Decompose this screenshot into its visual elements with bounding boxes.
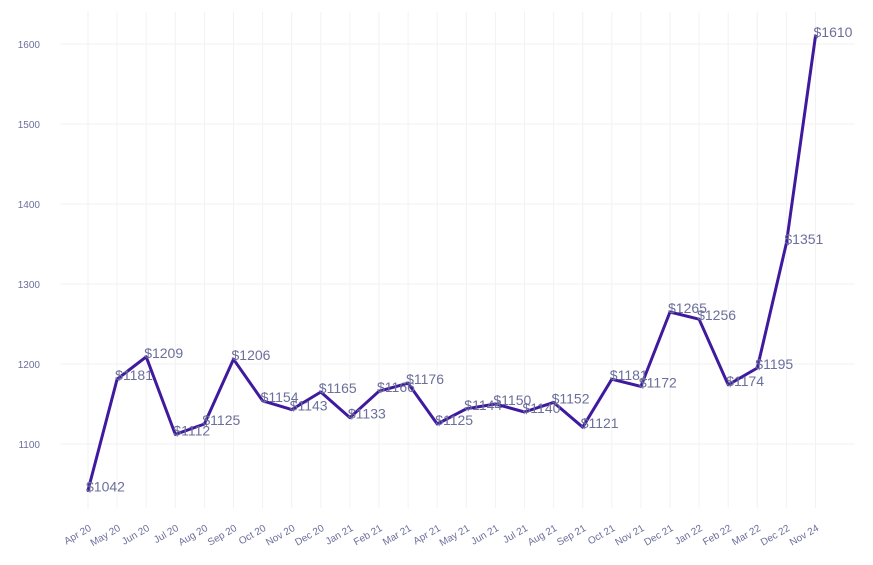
data-label: $1125 [202,412,240,428]
y-axis-ticks: 1100 1200 1300 1400 1500 1600 [18,40,41,451]
data-label: $1152 [552,390,590,406]
x-tick-label: Jul 21 [501,523,530,546]
data-label: $1351 [784,231,823,247]
y-tick-label: 1400 [18,200,41,211]
x-tick-label: Jun 21 [469,523,501,548]
data-label: $1176 [406,371,444,387]
data-label: $1209 [144,345,183,361]
data-label: $1256 [697,307,736,323]
x-tick-label: Aug 21 [526,523,559,549]
x-tick-label: Apr 21 [412,523,443,547]
x-tick-label: Aug 20 [177,523,210,549]
data-label: $1143 [290,398,328,414]
y-tick-label: 1300 [18,280,41,291]
data-label: $1150 [493,392,531,408]
x-tick-label: May 20 [89,523,123,549]
data-label: $1133 [348,406,386,422]
x-tick-label: Jul 20 [152,523,181,546]
data-label: $1206 [232,347,271,363]
data-label: $1181 [610,367,648,383]
data-label: $1166 [377,379,415,395]
x-tick-label: Sep 20 [206,523,239,549]
x-tick-label: Nov 24 [788,523,821,549]
x-tick-label: Oct 20 [237,523,268,547]
data-label: $1195 [755,356,793,372]
x-tick-label: Mar 21 [381,523,414,548]
x-tick-label: Jan 21 [324,523,356,548]
data-label: $1125 [435,412,473,428]
x-tick-label: Nov 21 [613,523,646,549]
x-tick-label: Feb 22 [701,523,734,548]
data-label: $1121 [581,415,619,431]
data-label: $1042 [86,478,125,494]
x-tick-label: Dec 20 [293,523,326,549]
y-tick-label: 1500 [18,120,41,131]
x-tick-label: Dec 22 [759,523,792,549]
x-tick-label: Nov 20 [264,523,297,549]
x-tick-label: Mar 22 [730,523,763,548]
data-label: $1181 [115,367,153,383]
x-tick-label: Jun 20 [120,523,152,548]
data-label: $1154 [261,389,299,405]
x-tick-label: Sep 21 [555,523,588,549]
x-tick-label: Oct 21 [586,523,617,547]
data-labels: $1042$1181$1209$1112$1125$1206$1154$1143… [86,24,853,494]
x-tick-label: Feb 21 [352,523,385,548]
y-tick-label: 1600 [18,40,41,51]
y-tick-label: 1200 [18,360,41,371]
x-tick-label: Apr 20 [62,523,93,547]
data-label: $1165 [319,380,357,396]
data-label: $1112 [173,422,210,438]
data-label: $1610 [814,24,853,40]
x-tick-label: Jan 22 [673,523,705,548]
series-line [86,34,817,492]
gridlines [60,12,855,508]
x-tick-label: Dec 21 [643,523,676,549]
x-tick-label: May 21 [438,523,472,549]
y-tick-label: 1100 [18,440,40,451]
data-label: $1144 [464,397,502,413]
data-label: $1265 [668,300,707,316]
data-label: $1174 [726,373,764,389]
data-label: $1140 [523,400,561,416]
data-label: $1172 [639,374,677,390]
